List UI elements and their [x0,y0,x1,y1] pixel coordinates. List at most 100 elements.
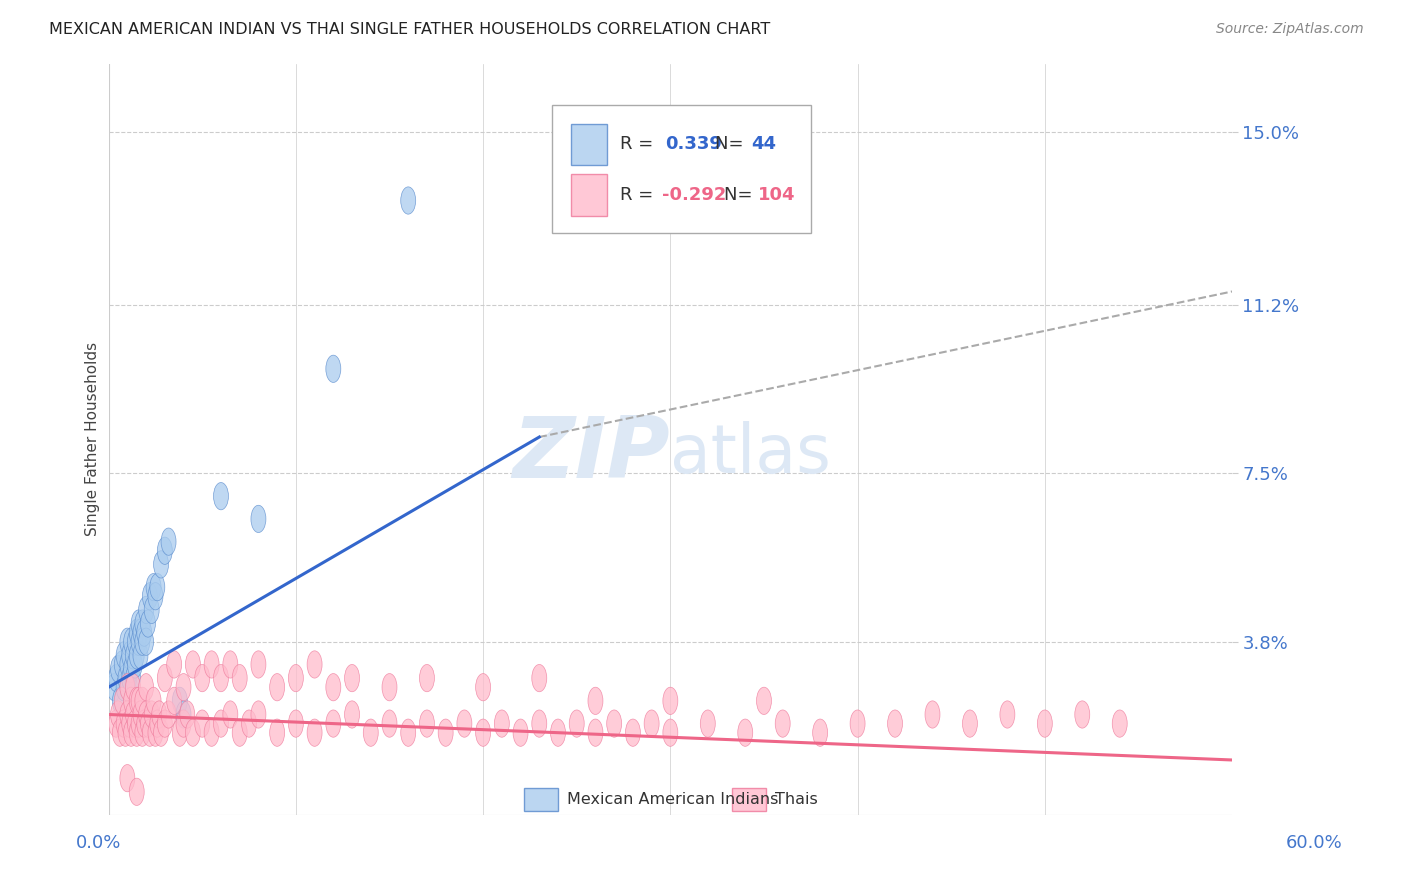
Ellipse shape [129,619,145,647]
Ellipse shape [588,687,603,714]
Ellipse shape [588,719,603,747]
Ellipse shape [114,687,129,714]
Ellipse shape [186,651,201,678]
Ellipse shape [232,719,247,747]
Ellipse shape [142,582,157,610]
Ellipse shape [152,701,167,728]
Ellipse shape [148,582,163,610]
Ellipse shape [963,710,977,737]
Ellipse shape [214,710,228,737]
Ellipse shape [775,710,790,737]
Ellipse shape [662,719,678,747]
Ellipse shape [131,628,146,656]
Ellipse shape [326,710,340,737]
Ellipse shape [118,665,134,692]
Ellipse shape [288,710,304,737]
Ellipse shape [129,719,145,747]
Ellipse shape [125,641,141,669]
Ellipse shape [136,710,152,737]
Ellipse shape [551,719,565,747]
Ellipse shape [146,574,162,601]
Ellipse shape [117,641,131,669]
Ellipse shape [131,610,146,637]
Ellipse shape [531,665,547,692]
Ellipse shape [569,710,585,737]
Ellipse shape [419,665,434,692]
Ellipse shape [270,673,284,701]
FancyBboxPatch shape [553,105,811,233]
Ellipse shape [135,687,150,714]
Ellipse shape [813,719,828,747]
Ellipse shape [326,673,340,701]
Ellipse shape [125,673,141,701]
Text: -0.292: -0.292 [662,186,727,203]
Ellipse shape [439,719,453,747]
FancyBboxPatch shape [524,789,558,811]
Ellipse shape [124,656,139,682]
Text: 0.0%: 0.0% [76,834,121,852]
Ellipse shape [626,719,640,747]
Ellipse shape [222,651,238,678]
Text: 104: 104 [758,186,796,203]
Ellipse shape [173,719,187,747]
Ellipse shape [1000,701,1015,728]
Ellipse shape [531,710,547,737]
Ellipse shape [111,656,125,682]
Ellipse shape [135,628,150,656]
Ellipse shape [457,710,472,737]
Ellipse shape [124,628,139,656]
Ellipse shape [124,719,139,747]
Text: N=: N= [716,136,749,153]
Ellipse shape [129,778,145,805]
Ellipse shape [1038,710,1052,737]
Ellipse shape [131,710,146,737]
Ellipse shape [134,619,148,647]
Ellipse shape [180,701,195,728]
Ellipse shape [250,505,266,533]
FancyBboxPatch shape [571,174,607,216]
Ellipse shape [128,710,142,737]
Ellipse shape [120,673,135,701]
Ellipse shape [644,710,659,737]
Ellipse shape [122,641,136,669]
Text: 0.339: 0.339 [665,136,721,153]
Ellipse shape [242,710,256,737]
Ellipse shape [307,719,322,747]
Ellipse shape [150,574,165,601]
Ellipse shape [112,687,128,714]
Ellipse shape [167,687,181,714]
Ellipse shape [134,701,148,728]
Ellipse shape [139,596,153,624]
Ellipse shape [139,673,153,701]
Y-axis label: Single Father Households: Single Father Households [86,343,100,536]
Text: N=: N= [724,186,758,203]
Ellipse shape [120,651,135,678]
Ellipse shape [495,710,509,737]
Ellipse shape [125,701,141,728]
Ellipse shape [129,641,145,669]
Text: 44: 44 [751,136,776,153]
Ellipse shape [122,710,136,737]
Ellipse shape [250,701,266,728]
Ellipse shape [167,651,181,678]
Text: R =: R = [620,186,659,203]
Ellipse shape [122,665,136,692]
Ellipse shape [120,701,135,728]
Ellipse shape [700,710,716,737]
Ellipse shape [288,665,304,692]
Ellipse shape [195,665,209,692]
Ellipse shape [186,719,201,747]
Ellipse shape [157,665,173,692]
Ellipse shape [141,710,156,737]
Ellipse shape [851,710,865,737]
Ellipse shape [173,687,187,714]
Ellipse shape [145,701,159,728]
Ellipse shape [214,665,228,692]
Ellipse shape [136,619,152,647]
Ellipse shape [344,701,360,728]
Ellipse shape [120,764,135,792]
Ellipse shape [153,719,169,747]
Ellipse shape [139,701,153,728]
Ellipse shape [135,610,150,637]
FancyBboxPatch shape [571,124,607,165]
